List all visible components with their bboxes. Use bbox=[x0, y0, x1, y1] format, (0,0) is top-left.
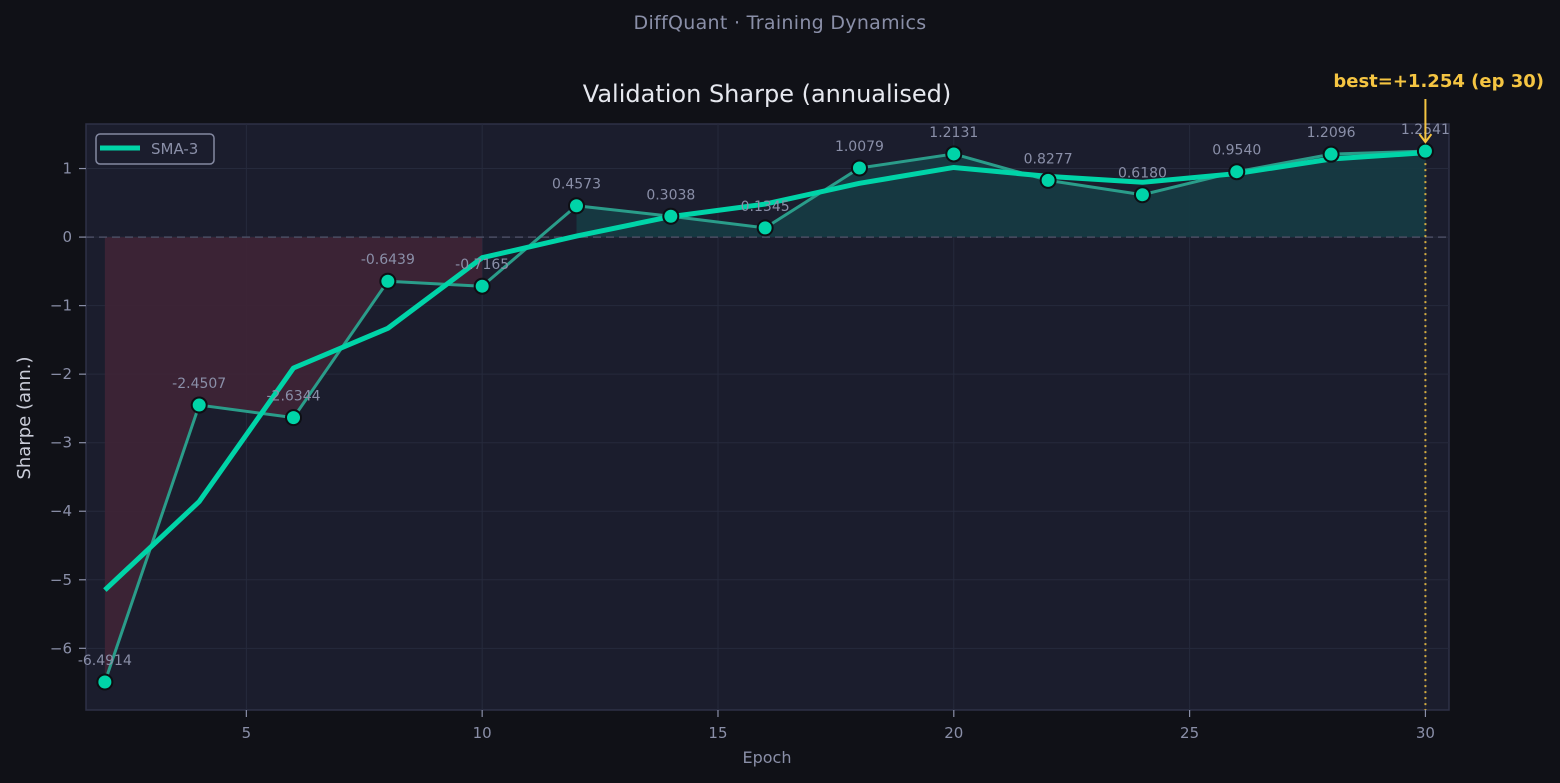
data-point-marker bbox=[945, 145, 963, 163]
plot-title: Validation Sharpe (annualised) bbox=[583, 80, 951, 108]
negative-fill bbox=[104, 237, 483, 682]
data-point-marker bbox=[473, 277, 491, 295]
x-tick-label: 15 bbox=[708, 724, 727, 742]
legend-label-sma-3: SMA-3 bbox=[151, 140, 198, 158]
figure-suptitle: DiffQuant · Training Dynamics bbox=[633, 12, 927, 34]
data-value-label: 1.2096 bbox=[1307, 125, 1356, 141]
x-tick-label: 25 bbox=[1180, 724, 1199, 742]
data-value-label: 0.1345 bbox=[741, 199, 790, 215]
data-point-markers bbox=[96, 142, 1434, 691]
data-value-label: 0.8277 bbox=[1024, 151, 1073, 167]
y-tick-label: −5 bbox=[50, 571, 72, 589]
data-point-marker bbox=[1228, 163, 1246, 181]
data-value-label: 1.0079 bbox=[835, 139, 884, 155]
data-point-marker bbox=[285, 409, 303, 427]
data-value-label: 0.4573 bbox=[552, 177, 601, 193]
data-point-marker bbox=[1133, 186, 1151, 204]
data-value-label: 1.2131 bbox=[929, 125, 978, 141]
data-point-marker bbox=[1039, 171, 1057, 189]
data-value-label: -0.6439 bbox=[361, 252, 415, 268]
legend: SMA-3 bbox=[95, 133, 215, 165]
data-value-label: 0.6180 bbox=[1118, 166, 1167, 182]
sma-3-line bbox=[103, 150, 1426, 592]
data-point-marker bbox=[96, 673, 114, 691]
data-point-marker bbox=[756, 219, 774, 237]
data-value-label: 0.3038 bbox=[646, 187, 695, 203]
best-annotation-text: best=+1.254 (ep 30) bbox=[1333, 71, 1544, 92]
y-tick-label: 0 bbox=[62, 228, 72, 246]
x-tick-label: 30 bbox=[1416, 724, 1435, 742]
data-value-labels: -6.4914 -2.4507 -2.6344 -0.6439 -0.7165 0.457… bbox=[78, 122, 1450, 669]
y-tick-label: −4 bbox=[50, 502, 72, 520]
best-annotation: best=+1.254 (ep 30) bbox=[1333, 71, 1544, 144]
data-point-marker bbox=[1416, 142, 1434, 160]
y-tick-label: 1 bbox=[62, 160, 72, 178]
data-point-marker bbox=[850, 159, 868, 177]
data-point-marker bbox=[190, 396, 208, 414]
y-tick-label: −1 bbox=[50, 297, 72, 315]
y-axis-label: Sharpe (ann.) bbox=[14, 356, 35, 479]
data-value-label: -2.6344 bbox=[266, 389, 320, 405]
x-tick-label: 5 bbox=[242, 724, 252, 742]
data-point-marker bbox=[1322, 145, 1340, 163]
x-tick-label: 10 bbox=[473, 724, 492, 742]
data-value-label: -2.4507 bbox=[172, 376, 226, 392]
arrow-down-icon bbox=[1418, 133, 1433, 144]
data-point-marker bbox=[567, 197, 585, 215]
positive-fill bbox=[576, 151, 1426, 238]
data-value-label: -6.4914 bbox=[78, 653, 132, 669]
data-point-marker bbox=[379, 272, 397, 290]
data-value-label: -0.7165 bbox=[455, 257, 509, 273]
data-value-label: 0.9540 bbox=[1212, 143, 1261, 159]
x-axis-label: Epoch bbox=[743, 748, 792, 767]
legend-box bbox=[95, 133, 215, 165]
sma-3-series bbox=[103, 150, 1426, 592]
y-tick-label: −2 bbox=[50, 365, 72, 383]
y-tick-label: −6 bbox=[50, 639, 72, 657]
y-tick-label: −3 bbox=[50, 434, 72, 452]
area-fills bbox=[104, 151, 1426, 682]
x-tick-label: 20 bbox=[944, 724, 963, 742]
data-point-marker bbox=[662, 207, 680, 225]
